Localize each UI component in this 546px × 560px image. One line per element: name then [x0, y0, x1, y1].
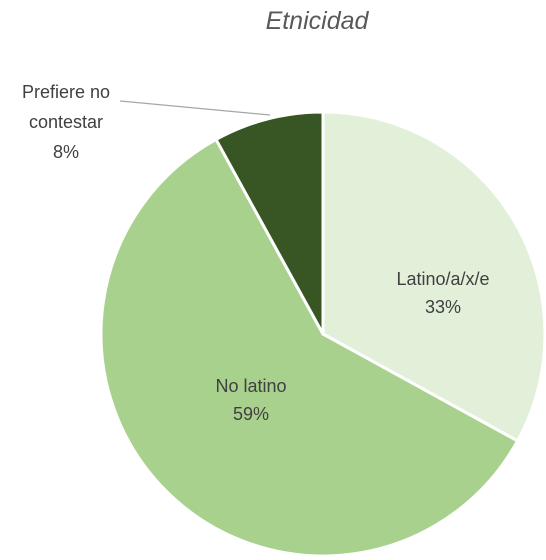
pie-slice-latino [321, 110, 546, 443]
pie-slice-prefiere-no-contestar [214, 110, 325, 336]
pie-slice-no-latino [99, 137, 520, 558]
slice-label-nolatino-value: 59% [233, 404, 269, 424]
pie-slices [99, 110, 546, 558]
slice-label-latino-value: 33% [425, 297, 461, 317]
slice-label-nolatino-name: No latino [215, 376, 286, 396]
chart-title: Etnicidad [266, 7, 370, 35]
leader-line-prefiere [119, 100, 271, 116]
slice-label-prefiere-name-line1: Prefiere no [22, 82, 110, 102]
slice-label-latino-name: Latino/a/x/e [396, 269, 489, 289]
slice-label-prefiere-value: 8% [53, 142, 79, 162]
slice-label-prefiere-name-line2: contestar [29, 112, 103, 132]
